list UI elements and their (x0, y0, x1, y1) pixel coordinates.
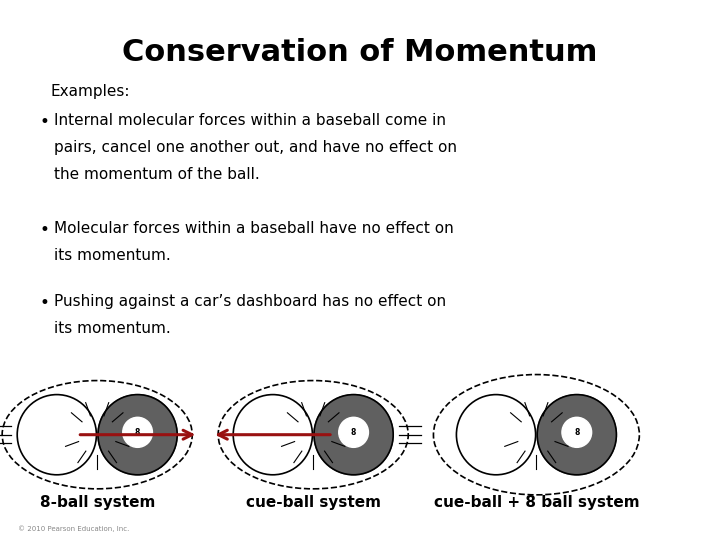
Text: Internal molecular forces within a baseball come in: Internal molecular forces within a baseb… (54, 113, 446, 129)
Text: the momentum of the ball.: the momentum of the ball. (54, 167, 260, 181)
Ellipse shape (17, 395, 96, 475)
Ellipse shape (562, 417, 592, 447)
Text: cue-ball + 8 ball system: cue-ball + 8 ball system (433, 495, 639, 510)
Text: Conservation of Momentum: Conservation of Momentum (122, 38, 598, 67)
Text: 8: 8 (351, 428, 356, 437)
Text: Molecular forces within a baseball have no effect on: Molecular forces within a baseball have … (54, 221, 454, 237)
Text: Examples:: Examples: (50, 84, 130, 99)
Text: •: • (40, 221, 50, 239)
Ellipse shape (456, 395, 536, 475)
Text: its momentum.: its momentum. (54, 248, 171, 263)
Text: •: • (40, 294, 50, 312)
Text: 8: 8 (574, 428, 580, 437)
Text: © 2010 Pearson Education, Inc.: © 2010 Pearson Education, Inc. (18, 525, 130, 532)
Ellipse shape (122, 417, 153, 447)
Text: cue-ball system: cue-ball system (246, 495, 381, 510)
Ellipse shape (338, 417, 369, 447)
Text: •: • (40, 113, 50, 131)
Ellipse shape (98, 395, 177, 475)
Text: 8: 8 (135, 428, 140, 437)
Text: 8-ball system: 8-ball system (40, 495, 155, 510)
Ellipse shape (314, 395, 393, 475)
Ellipse shape (537, 395, 616, 475)
Text: its momentum.: its momentum. (54, 321, 171, 336)
Text: Pushing against a car’s dashboard has no effect on: Pushing against a car’s dashboard has no… (54, 294, 446, 309)
Text: pairs, cancel one another out, and have no effect on: pairs, cancel one another out, and have … (54, 140, 457, 155)
Ellipse shape (233, 395, 312, 475)
